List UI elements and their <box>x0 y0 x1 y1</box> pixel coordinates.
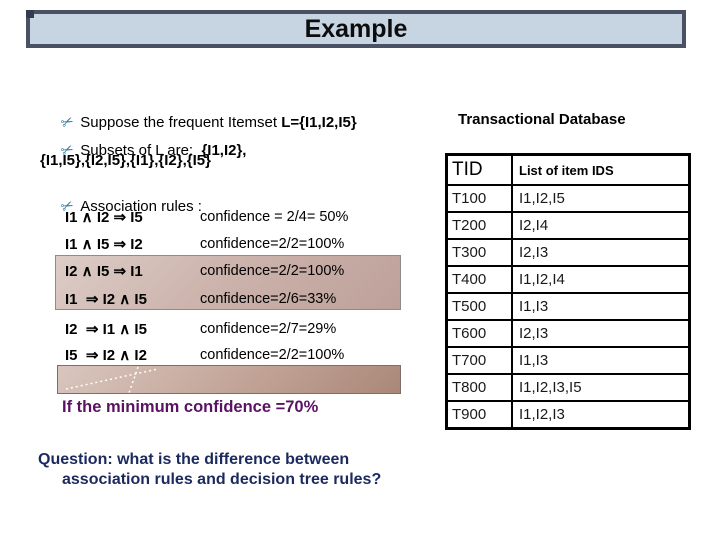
rule-expression: I2 ∧ I5 ⇒ I1 <box>65 263 143 280</box>
cell-items: I1,I2,I3,I5 <box>511 373 691 402</box>
table-row: T700 I1,I3 <box>445 346 691 375</box>
table-header-row: TID List of item IDS <box>445 153 691 186</box>
bullet-text: Suppose the frequent Itemset <box>80 114 282 131</box>
table-row: T100 I1,I2,I5 <box>445 184 691 213</box>
cell-tid: T700 <box>445 346 513 375</box>
rule-expression: I1 ∧ I2 ⇒ I5 <box>65 209 143 226</box>
rule-confidence: confidence=2/7=29% <box>200 321 337 337</box>
question-line-1: Question: what is the difference between <box>38 451 350 468</box>
cell-tid: T900 <box>445 400 513 430</box>
rule-confidence: confidence=2/6=33% <box>200 291 337 307</box>
column-header-tid: TID <box>445 153 513 186</box>
question-line-2: association rules and decision tree rule… <box>62 471 382 488</box>
rule-row: I2 ⇒ I1 ∧ I5 confidence=2/7=29% <box>65 320 410 338</box>
bullet-association-rules: ✂ Association rules : <box>44 180 202 232</box>
rule-expression: I2 ⇒ I1 ∧ I5 <box>65 321 147 338</box>
rule-confidence: confidence=2/2=100% <box>200 347 345 363</box>
column-header-items: List of item IDS <box>511 153 691 186</box>
rule-expression: I1 ⇒ I2 ∧ I5 <box>65 291 147 308</box>
rule-confidence: confidence = 2/4= 50% <box>200 209 349 225</box>
question-block: Question: what is the difference between… <box>38 450 381 490</box>
transaction-table: TID List of item IDS T100 I1,I2,I5 T200 … <box>445 153 691 430</box>
empty-placeholder-box <box>57 365 401 394</box>
slide-title: Example <box>304 15 408 43</box>
corner-handle <box>26 10 34 18</box>
cell-items: I2,I3 <box>511 238 691 267</box>
cell-items: I1,I2,I3 <box>511 400 691 430</box>
table-row: T500 I1,I3 <box>445 292 691 321</box>
database-heading: Transactional Database <box>458 111 626 128</box>
bullet-subsets: ✂ Subsets of L are: {I1,I2}, <box>44 124 247 176</box>
cell-tid: T600 <box>445 319 513 348</box>
bullet-text: Association rules : <box>80 198 202 215</box>
rule-expression: I1 ∧ I5 ⇒ I2 <box>65 236 143 253</box>
bullet-bold-text: L={I1,I2,I5} <box>281 114 357 131</box>
guide-lines <box>65 366 159 393</box>
cell-items: I1,I2,I5 <box>511 184 691 213</box>
rule-row: I1 ∧ I2 ⇒ I5 confidence = 2/4= 50% <box>65 208 410 226</box>
table-row: T900 I1,I2,I3 <box>445 400 691 430</box>
cell-tid: T800 <box>445 373 513 402</box>
cell-tid: T300 <box>445 238 513 267</box>
rule-row: I2 ∧ I5 ⇒ I1 confidence=2/2=100% <box>65 262 410 280</box>
rule-row: I5 ⇒ I2 ∧ I2 confidence=2/2=100% <box>65 346 410 364</box>
rule-confidence: confidence=2/2=100% <box>200 263 345 279</box>
cell-items: I2,I3 <box>511 319 691 348</box>
cell-items: I1,I2,I4 <box>511 265 691 294</box>
cell-items: I2,I4 <box>511 211 691 240</box>
table-row: T800 I1,I2,I3,I5 <box>445 373 691 402</box>
rule-row: I1 ⇒ I2 ∧ I5 confidence=2/6=33% <box>65 290 410 308</box>
bullet-text: Subsets of L are: <box>80 142 202 159</box>
bullet-bold-text: {I1,I2}, <box>201 142 247 159</box>
table-row: T300 I2,I3 <box>445 238 691 267</box>
highlight-box <box>55 255 401 310</box>
slide-title-bar: Example <box>26 10 686 48</box>
cell-items: I1,I3 <box>511 346 691 375</box>
cell-tid: T100 <box>445 184 513 213</box>
table-row: T400 I1,I2,I4 <box>445 265 691 294</box>
cell-tid: T400 <box>445 265 513 294</box>
rule-confidence: confidence=2/2=100% <box>200 236 345 252</box>
bullet-frequent-itemset: ✂ Suppose the frequent Itemset L={I1,I2,I… <box>44 96 357 148</box>
rule-expression: I5 ⇒ I2 ∧ I2 <box>65 347 147 364</box>
cell-tid: T200 <box>445 211 513 240</box>
table-row: T600 I2,I3 <box>445 319 691 348</box>
table-row: T200 I2,I4 <box>445 211 691 240</box>
min-confidence-note: If the minimum confidence =70% <box>62 398 319 416</box>
subsets-continuation: {I1,I5},{I2,I5},{I1},{I2},{I5} <box>40 152 211 169</box>
rule-row: I1 ∧ I5 ⇒ I2 confidence=2/2=100% <box>65 235 410 253</box>
cell-tid: T500 <box>445 292 513 321</box>
cell-items: I1,I3 <box>511 292 691 321</box>
